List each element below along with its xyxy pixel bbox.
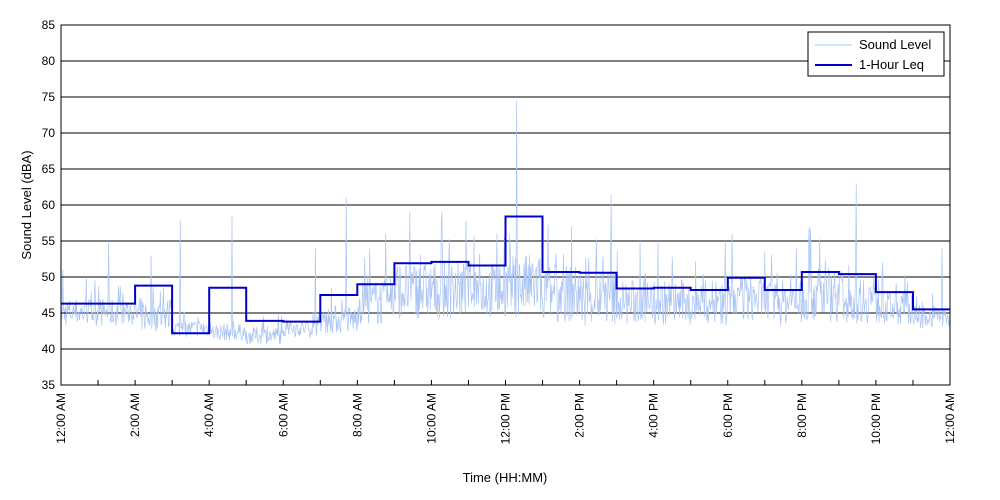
legend-box [807,31,945,77]
y-tick-label: 45 [42,306,56,320]
y-tick-label: 75 [42,90,56,104]
y-tick-label: 60 [42,198,56,212]
x-tick-label: 6:00 AM [276,393,290,437]
x-axis-title: Time (HH:MM) [463,470,548,485]
legend-label-sound-level: Sound Level [859,37,931,52]
x-tick-label: 4:00 AM [202,393,216,437]
y-tick-label: 80 [42,54,56,68]
x-tick-label: 12:00 AM [54,393,68,444]
x-tick-label: 8:00 PM [795,393,809,438]
y-axis-title: Sound Level (dBA) [19,150,34,259]
y-tick-label: 35 [42,378,56,392]
y-tick-label: 70 [42,126,56,140]
y-tick-label: 40 [42,342,56,356]
series-1-hour-leq [61,215,950,335]
legend: Sound Level 1-Hour Leq [807,31,945,77]
x-tick-label: 12:00 AM [943,393,957,444]
x-tick-label: 8:00 AM [350,393,364,437]
y-tick-label: 65 [42,162,56,176]
x-tick-label: 2:00 PM [573,393,587,438]
y-axis: 35 40 45 50 55 60 65 70 75 80 85 [42,18,66,392]
x-tick-label: 12:00 PM [499,393,513,444]
y-tick-label: 85 [42,18,56,32]
y-tick-label: 50 [42,270,56,284]
x-tick-label: 2:00 AM [128,393,142,437]
y-tick-label: 55 [42,234,56,248]
x-axis: 12:00 AM 2:00 AM 4:00 AM 6:00 AM 8:00 AM 10:0… [54,380,957,444]
series-layer [60,100,950,345]
x-tick-label: 6:00 PM [721,393,735,438]
x-tick-label: 4:00 PM [647,393,661,438]
legend-label-1-hour-leq: 1-Hour Leq [859,57,924,72]
x-tick-label: 10:00 AM [424,393,438,444]
x-tick-label: 10:00 PM [869,393,883,444]
